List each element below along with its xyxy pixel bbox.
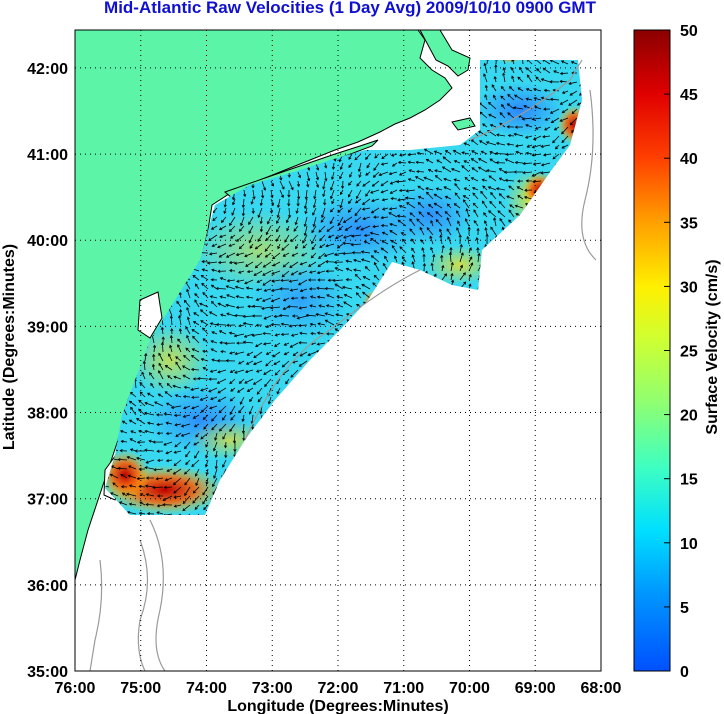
x-tick-label: 73:00 (252, 680, 293, 697)
y-tick-label: 38:00 (27, 406, 68, 423)
x-axis-label: Longitude (Degrees:Minutes) (227, 698, 448, 714)
colorbar-tick-label: 10 (680, 536, 698, 553)
colorbar-tick-label: 30 (680, 279, 698, 296)
colorbar-tick-label: 0 (680, 664, 689, 681)
colorbar-tick-label: 15 (680, 472, 698, 489)
colorbar-tick-label: 35 (680, 215, 698, 232)
y-tick-label: 36:00 (27, 578, 68, 595)
x-tick-label: 71:00 (383, 680, 424, 697)
y-tick-label: 41:00 (27, 147, 68, 164)
cape-land (419, 30, 471, 77)
y-tick-label: 42:00 (27, 61, 68, 78)
x-tick-label: 72:00 (318, 680, 359, 697)
y-tick-label: 35:00 (27, 664, 68, 681)
bathymetry-contours (89, 59, 597, 671)
colorbar-tick-label: 25 (680, 344, 698, 361)
colorbar-tick-label: 20 (680, 408, 698, 425)
y-tick-label: 39:00 (27, 319, 68, 336)
grid-lines (75, 30, 601, 671)
x-tick-label: 75:00 (120, 680, 161, 697)
x-tick-label: 76:00 (55, 680, 96, 697)
x-tick-label: 74:00 (186, 680, 227, 697)
x-tick-label: 68:00 (581, 680, 622, 697)
colorbar-tick-label: 45 (680, 87, 698, 104)
colorbar-tick-label: 40 (680, 151, 698, 168)
y-tick-label: 40:00 (27, 233, 68, 250)
y-axis-label: Latitude (Degrees:Minutes) (1, 244, 18, 450)
colorbar-tick-label: 50 (680, 23, 698, 40)
colorbar-label: Surface Velocity (cm/s) (704, 259, 721, 434)
chart-title: Mid-Atlantic Raw Velocities (1 Day Avg) … (104, 0, 596, 17)
x-tick-label: 70:00 (449, 680, 490, 697)
x-tick-label: 69:00 (515, 680, 556, 697)
plot-frame (74, 29, 602, 672)
y-tick-label: 37:00 (27, 492, 68, 509)
colorbar-tick-label: 5 (680, 600, 689, 617)
